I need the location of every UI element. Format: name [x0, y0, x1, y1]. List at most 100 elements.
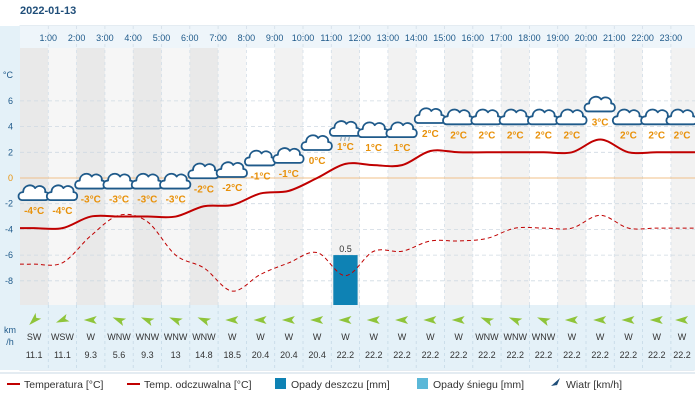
y-tick-label: 2: [8, 147, 13, 157]
y-axis-panel: [0, 26, 20, 370]
wind-direction: WNW: [164, 332, 188, 342]
wind-direction: W: [256, 332, 265, 342]
hour-band: [387, 48, 417, 305]
wind-arrow-icon: [197, 317, 212, 326]
hour-label: 15:00: [433, 33, 456, 43]
cloud-icon: [665, 108, 695, 126]
wind-arrow-shape: [338, 316, 352, 324]
hour-band: [501, 48, 530, 305]
legend-label: Temperatura [°C]: [24, 379, 104, 391]
temperature-label: 1°C: [365, 143, 382, 154]
wind-arrow-icon: [169, 317, 183, 326]
cloud-icon: [159, 172, 192, 190]
wind-direction: WNW: [136, 332, 160, 342]
cloud-icon: [555, 108, 588, 126]
wind-direction: W: [624, 332, 633, 342]
wind-speed: 9.3: [141, 350, 154, 360]
hour-label: 13:00: [377, 33, 400, 43]
wind-arrow-shape: [564, 316, 578, 324]
rain-bar: [333, 255, 358, 305]
wind-speed: 22.2: [365, 350, 383, 360]
y-tick-label: 6: [8, 96, 13, 106]
wind-speed: 14.8: [195, 350, 213, 360]
legend-wind-icon: [551, 378, 560, 390]
temperature-label: 2°C: [563, 130, 580, 141]
wind-arrow-icon: [649, 316, 663, 324]
wind-direction: W: [426, 332, 435, 342]
hour-band: [586, 48, 615, 305]
temperature-label: 2°C: [674, 130, 691, 141]
temperature-label: -4°C: [52, 206, 72, 217]
cloud-shape: [215, 161, 248, 178]
cloud-icon: [45, 184, 79, 202]
wind-arrow-icon: [55, 314, 70, 323]
wind-speed: 22.2: [450, 350, 468, 360]
hour-label: 10:00: [292, 33, 315, 43]
y-tick-label: 0: [8, 173, 13, 183]
wind-arrow-shape: [310, 316, 324, 324]
hour-label: 4:00: [124, 33, 142, 43]
wind-direction: WSW: [51, 332, 74, 342]
y-tick-label: -8: [5, 276, 13, 286]
wind-direction: W: [87, 332, 96, 342]
wind-arrow-icon: [423, 316, 437, 324]
wind-direction: W: [370, 332, 379, 342]
temperature-label: 0°C: [309, 156, 326, 167]
wind-arrow-shape: [423, 316, 437, 324]
cloud-icon: [385, 121, 418, 139]
wind-speed: 22.2: [620, 350, 638, 360]
wind-speed: 22.2: [506, 350, 524, 360]
wind-unit-top: km: [4, 325, 16, 335]
wind-speed: 20.4: [252, 350, 270, 360]
wind-direction: W: [398, 332, 407, 342]
wind-arrow-shape: [112, 317, 127, 326]
temperature-label: 1°C: [394, 143, 411, 154]
wind-speed: 22.2: [478, 350, 496, 360]
wind-arrow-icon: [564, 316, 578, 324]
temperature-label: -2°C: [222, 183, 242, 194]
temperature-line: [20, 138, 695, 230]
hour-label: 5:00: [153, 33, 171, 43]
temperature-label: 1°C: [337, 142, 354, 153]
wind-arrow-icon: [451, 316, 465, 324]
wind-arrow-icon: [508, 317, 523, 326]
wind-direction: W: [678, 332, 687, 342]
wind-arrow-shape: [29, 312, 42, 325]
hour-label: 21:00: [603, 33, 626, 43]
wind-speed: 9.3: [84, 350, 97, 360]
hour-band: [359, 48, 388, 305]
wind-arrow-shape: [508, 317, 523, 326]
cloud-shape: [583, 95, 616, 113]
legend-label: Wiatr [km/h]: [566, 379, 622, 391]
hour-label: 9:00: [266, 33, 284, 43]
temperature-label: -1°C: [279, 169, 299, 180]
wind-arrow-shape: [281, 316, 295, 324]
wind-arrow-shape: [451, 316, 465, 324]
hour-label: 19:00: [546, 33, 569, 43]
wind-arrow-icon: [140, 317, 155, 326]
wind-speed: 22.2: [648, 350, 666, 360]
temperature-label: 2°C: [422, 129, 439, 140]
hour-label: 6:00: [181, 33, 199, 43]
temperature-label: -4°C: [24, 206, 44, 217]
wind-arrow-shape: [366, 316, 380, 324]
wind-direction: W: [653, 332, 662, 342]
wind-arrow-shape: [537, 317, 551, 326]
wind-arrow-shape: [55, 314, 70, 323]
hour-label: 2:00: [68, 33, 86, 43]
wind-arrow-icon: [310, 316, 324, 324]
temperature-label: 3°C: [592, 117, 609, 128]
cloud-shape: [385, 121, 418, 139]
y-tick-label: -4: [5, 224, 13, 234]
hour-label: 14:00: [405, 33, 428, 43]
wind-arrow-shape: [169, 317, 183, 326]
temperature-label: 2°C: [620, 130, 637, 141]
wind-arrow-icon: [281, 316, 295, 324]
temperature-label: -1°C: [250, 171, 270, 182]
wind-unit-bottom: /h: [6, 337, 14, 347]
hour-band: [472, 48, 502, 305]
temperature-label: -2°C: [194, 184, 214, 195]
temperature-label: 2°C: [479, 130, 496, 141]
temperature-label: 2°C: [535, 130, 552, 141]
wind-arrow-shape: [649, 316, 663, 324]
